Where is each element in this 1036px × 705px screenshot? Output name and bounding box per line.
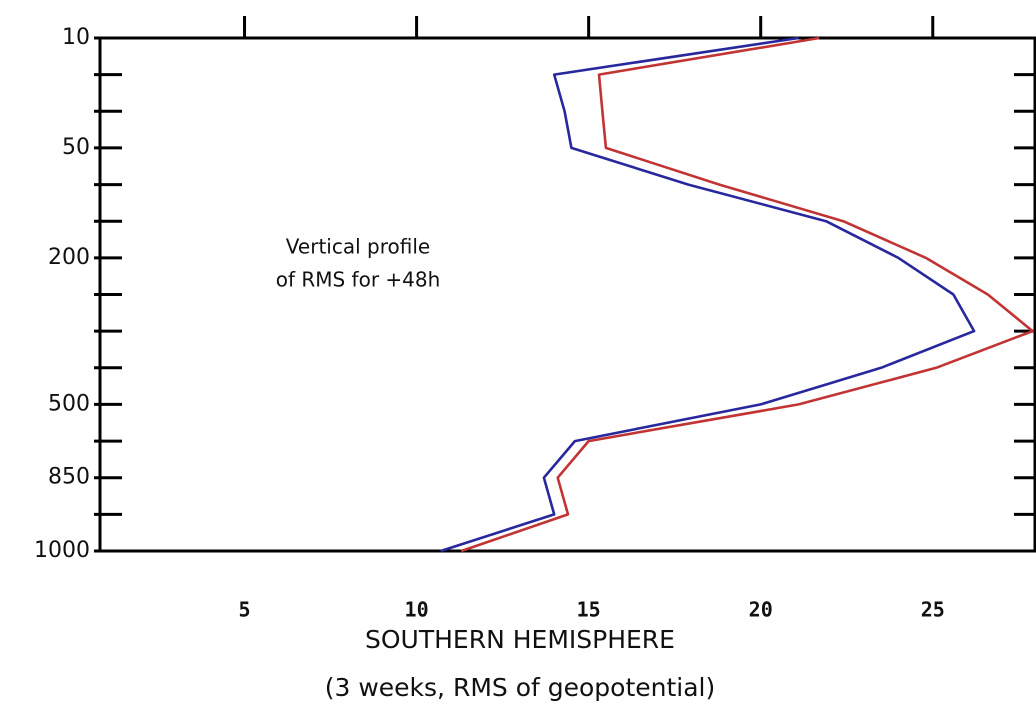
y-tick-label: 200: [48, 245, 90, 270]
chart-title: SOUTHERN HEMISPHERE: [365, 625, 675, 654]
x-tick-label: 5: [239, 598, 251, 622]
y-tick-label: 850: [48, 465, 90, 490]
x-tick-label: 10: [405, 598, 429, 622]
x-tick-label: 15: [577, 598, 601, 622]
annotation: Vertical profile: [286, 235, 430, 259]
annotation: of RMS for +48h: [276, 268, 441, 292]
x-tick-label: 25: [921, 598, 945, 622]
y-tick-label: 500: [48, 391, 90, 416]
data-line: [460, 36, 1034, 553]
y-tick-label: 10: [62, 25, 90, 50]
y-tick-label: 50: [62, 135, 90, 160]
data-line: [440, 36, 976, 553]
x-tick-label: 20: [749, 598, 773, 622]
y-tick-label: 1000: [34, 538, 90, 563]
chart-subtitle: (3 weeks, RMS of geopotential): [325, 673, 716, 702]
